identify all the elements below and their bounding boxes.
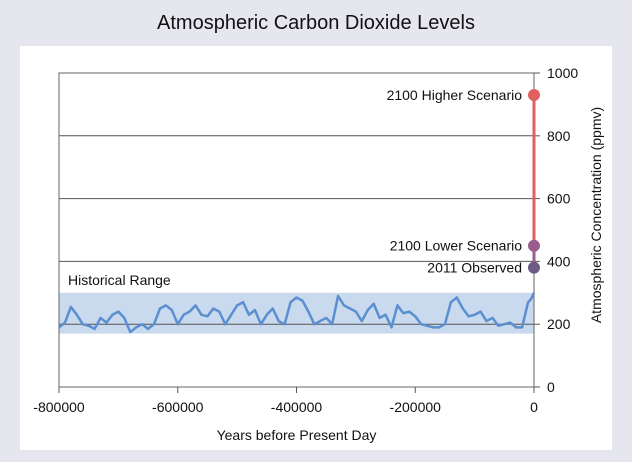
chart-background (20, 46, 612, 450)
y-tick-label: 1000 (547, 65, 578, 81)
x-axis-title: Years before Present Day (217, 427, 377, 443)
x-tick-label: 0 (530, 399, 538, 415)
y-tick-label: 600 (547, 191, 571, 207)
y-axis-title: Atmospheric Concentration (ppmv) (588, 107, 604, 323)
x-tick-label: -800000 (33, 399, 85, 415)
gridlines (59, 135, 534, 325)
series-line (58, 292, 536, 334)
annotation-label: 2011 Observed (427, 260, 522, 276)
plot-frame (58, 72, 535, 388)
y-tick-label: 400 (547, 253, 571, 269)
x-tick-label: -200000 (390, 399, 442, 415)
annotation-marker (528, 239, 540, 252)
annotation-label: 2100 Lower Scenario (390, 238, 523, 254)
y-tick-label: 200 (547, 316, 571, 332)
annotations: 2100 Higher Scenario 2100 Lower Scenario 2… (387, 87, 540, 276)
x-tick-label: -400000 (271, 399, 323, 415)
annotation-label: 2100 Higher Scenario (387, 87, 523, 103)
y-axis-ticks: 0 200 400 600 800 1000 (534, 65, 578, 395)
y-tick-label: 0 (547, 379, 555, 395)
annotation-marker (528, 261, 540, 274)
y-tick-label: 800 (547, 128, 571, 144)
historical-range-label: Historical Range (68, 272, 171, 288)
x-axis-ticks: -800000 -600000 -400000 -200000 0 (33, 387, 538, 415)
annotation-marker (528, 88, 540, 101)
x-tick-label: -600000 (152, 399, 204, 415)
chart-title: Atmospheric Carbon Dioxide Levels (157, 12, 475, 34)
